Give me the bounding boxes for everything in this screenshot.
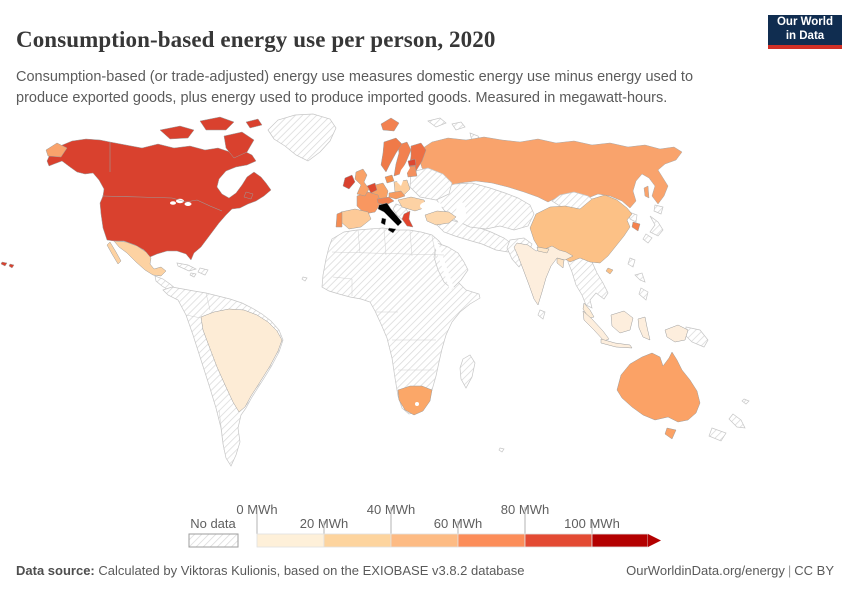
country-philippines-south-nodata[interactable] (638, 287, 649, 301)
country-nepal[interactable] (536, 246, 550, 254)
legend-swatch-80-100[interactable] (524, 533, 593, 548)
country-ireland[interactable] (342, 174, 356, 190)
country-mexico-baja[interactable] (106, 241, 122, 265)
legend-swatch-40-60[interactable] (390, 533, 459, 548)
country-jamaica-nodata[interactable] (189, 272, 197, 278)
legend-no-data-swatch[interactable] (188, 533, 239, 548)
owid-logo-line2: in Data (785, 30, 825, 42)
country-italy-sardinia[interactable] (380, 217, 387, 226)
inland-water (170, 162, 474, 406)
owid-logo[interactable]: Our World in Data (768, 15, 842, 49)
country-franzjosef-nodata[interactable] (451, 121, 466, 131)
legend-swatch-0-20[interactable] (256, 533, 325, 548)
country-mexico[interactable] (113, 240, 167, 277)
country-portugal[interactable] (335, 211, 343, 228)
region-arabia-nodata[interactable] (433, 242, 469, 290)
country-canada-arctic-small[interactable] (245, 118, 263, 129)
country-usa-hawaii-2[interactable] (8, 263, 15, 269)
country-china-hainan[interactable] (605, 267, 614, 275)
island-south-indian-nodata[interactable] (498, 447, 505, 453)
owid-logo-box: Our World in Data (768, 15, 842, 45)
country-japan-kyushu-nodata[interactable] (642, 233, 653, 244)
country-turkey[interactable] (424, 210, 457, 226)
island-fiji-nodata[interactable] (741, 398, 750, 405)
country-russia[interactable] (418, 136, 683, 209)
country-cuba-nodata[interactable] (176, 262, 197, 272)
country-australia[interactable] (616, 351, 701, 423)
country-australia-tasmania[interactable] (664, 427, 677, 440)
country-united-kingdom[interactable] (354, 168, 370, 197)
country-denmark[interactable] (384, 174, 395, 184)
country-russia-sakhalin[interactable] (643, 185, 650, 199)
country-norway[interactable] (380, 137, 403, 173)
country-borders (101, 142, 223, 212)
legend-swatch-60-80[interactable] (457, 533, 526, 548)
legend-swatch-20-40[interactable] (323, 533, 392, 548)
page-subtitle: Consumption-based (or trade-adjusted) en… (16, 68, 694, 106)
country-srilanka-nodata[interactable] (537, 309, 546, 320)
country-south-africa[interactable] (397, 385, 433, 416)
region-ukraine-belarus-nodata[interactable] (409, 167, 453, 201)
country-czech-slovakia[interactable] (388, 190, 406, 200)
country-france[interactable] (356, 191, 382, 215)
footer-separator: | (787, 563, 792, 578)
country-indonesia-borneo[interactable] (610, 310, 634, 334)
country-spain[interactable] (340, 208, 372, 230)
footer-link[interactable]: OurWorldinData.org/energy (626, 563, 785, 578)
owid-logo-accent-bar (768, 45, 842, 49)
country-estonia[interactable] (407, 158, 417, 167)
footer-source-text: Calculated by Viktoras Kulionis, based o… (94, 563, 525, 578)
country-hispaniola-nodata[interactable] (197, 267, 209, 276)
country-iceland[interactable] (380, 117, 400, 132)
country-italy[interactable] (377, 202, 403, 227)
country-indonesia-java[interactable] (600, 338, 633, 349)
country-madagascar-nodata[interactable] (459, 354, 476, 389)
country-canada-ellesmere-island[interactable] (199, 116, 235, 131)
country-benelux[interactable] (366, 182, 378, 194)
country-canada-victoria-island[interactable] (159, 125, 195, 140)
country-canada-newfoundland[interactable] (243, 191, 254, 200)
country-russia-chukotka-wrap[interactable] (45, 142, 68, 158)
country-greenland-nodata[interactable] (267, 113, 337, 162)
country-usa-hawaii[interactable] (0, 261, 8, 267)
country-indonesia-sumatra[interactable] (582, 310, 610, 342)
country-cape-verde-nodata[interactable] (301, 276, 308, 282)
footer-source: Data source: Calculated by Viktoras Kuli… (16, 563, 525, 578)
page-title: Consumption-based energy use per person,… (16, 27, 496, 53)
country-usa-canada[interactable] (46, 138, 272, 261)
country-svalbard-nodata[interactable] (427, 117, 447, 128)
legend-swatch-100-plus[interactable] (591, 533, 649, 548)
country-italy-sicily[interactable] (387, 227, 397, 234)
country-indonesia-sulawesi[interactable] (637, 316, 651, 341)
country-south-korea[interactable] (631, 221, 641, 232)
footer-source-prefix: Data source: (16, 563, 95, 578)
legend-arrow-tip (648, 534, 661, 547)
country-new-zealand-north-nodata[interactable] (728, 413, 746, 429)
country-bangladesh[interactable] (556, 257, 565, 269)
country-indonesia-west-papua[interactable] (664, 324, 689, 343)
footer-license[interactable]: CC BY (794, 563, 834, 578)
country-greece[interactable] (401, 210, 414, 228)
country-malaysia[interactable] (582, 302, 595, 319)
country-switzerland-austria[interactable] (376, 196, 395, 206)
footer-attribution: OurWorldinData.org/energy | CC BY (626, 563, 834, 578)
country-canada-baffin-island[interactable] (223, 131, 255, 159)
nodata-internal-borders (185, 228, 445, 451)
country-japan-honshu-nodata[interactable] (649, 215, 664, 237)
country-japan-hokkaido-nodata[interactable] (653, 204, 664, 215)
country-brazil[interactable] (200, 308, 283, 413)
country-new-zealand-south-nodata[interactable] (708, 427, 727, 442)
country-philippines-nodata[interactable] (634, 272, 646, 283)
owid-logo-line1: Our World (776, 16, 833, 29)
country-taiwan-nodata[interactable] (627, 257, 636, 268)
legend-ticks (256, 507, 593, 534)
